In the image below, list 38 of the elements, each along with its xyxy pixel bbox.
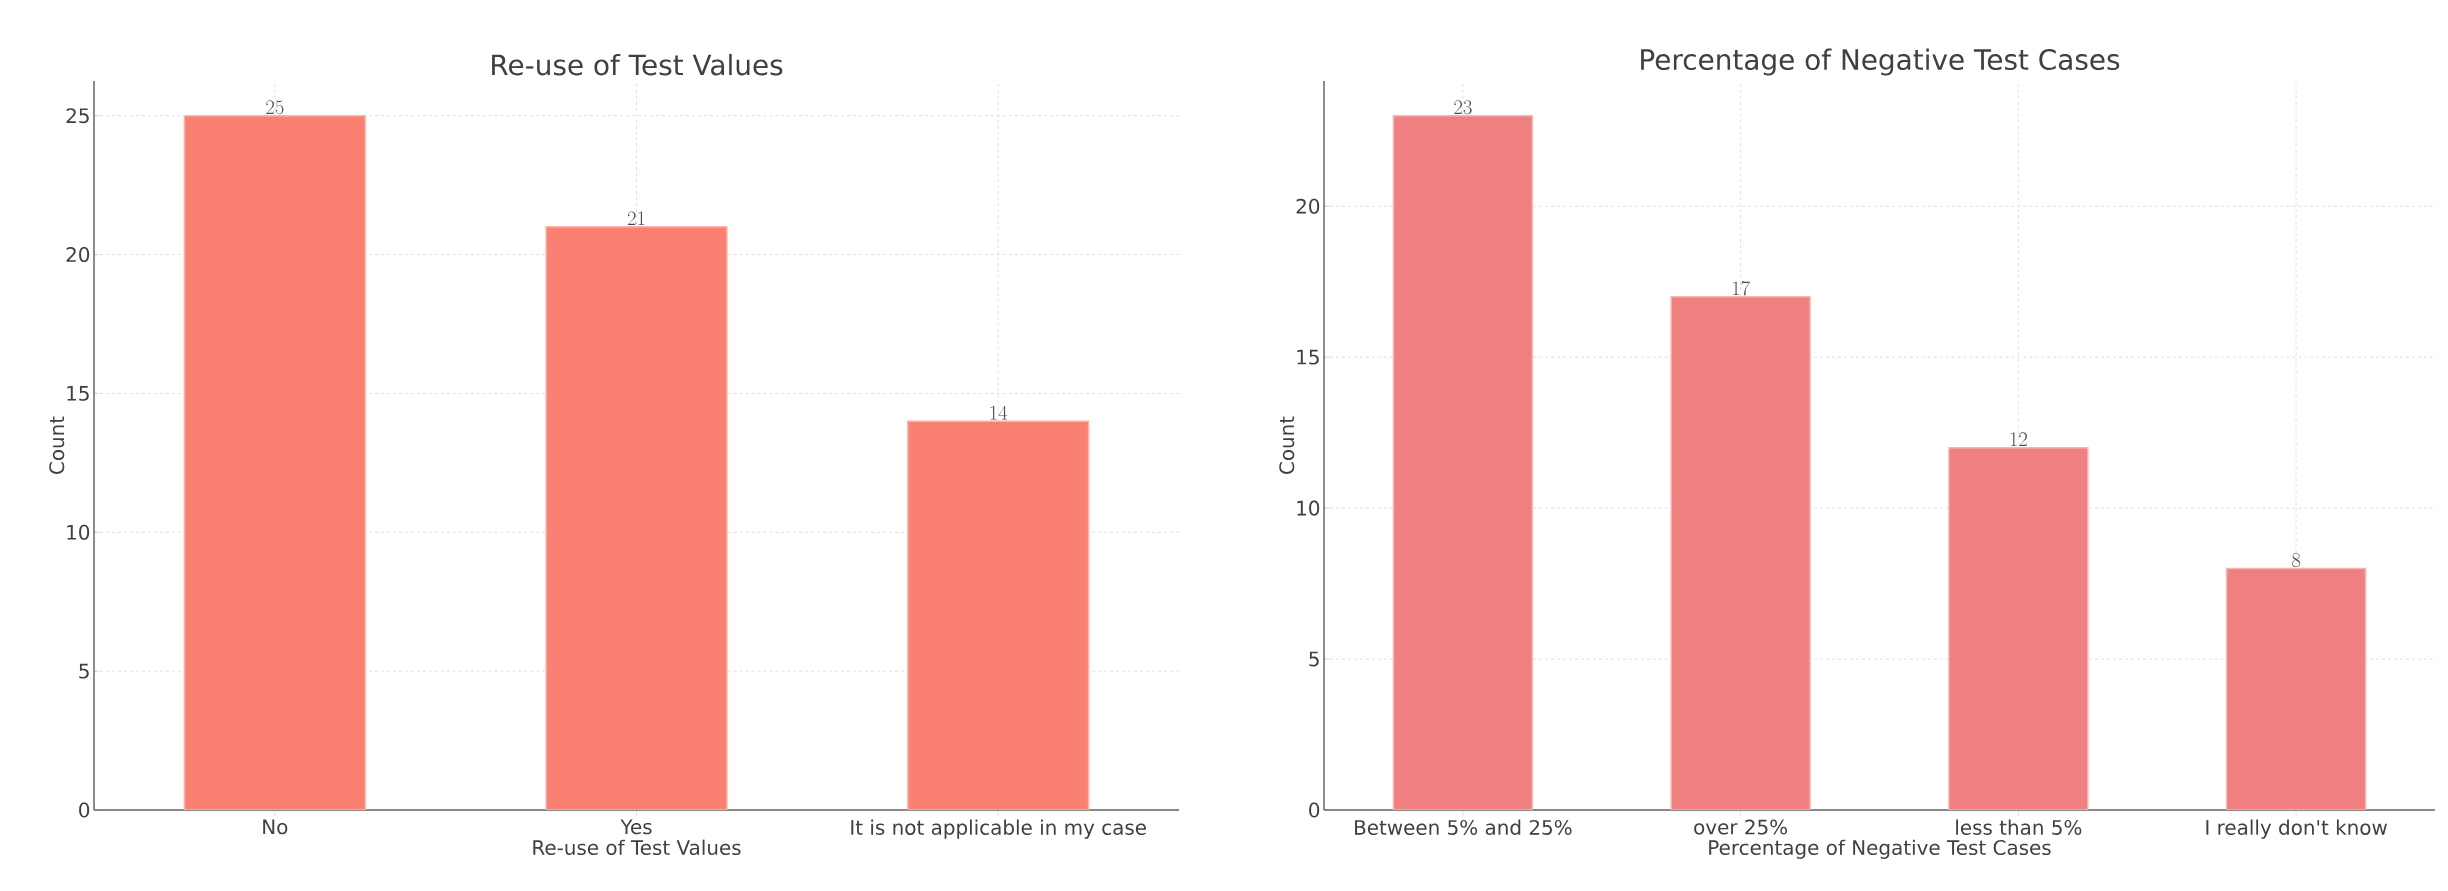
x-tick-label: It is not applicable in my case [851,819,1146,839]
y-axis-title: Count [49,416,65,474]
chart-title: Percentage of Negative Test Cases [1641,48,2120,76]
y-tick-label: 20 [1296,198,1320,214]
bar [2225,567,2367,810]
x-tick-label: Yes [620,819,652,835]
y-tick-label: 5 [1309,651,1319,667]
bar [1670,296,1811,810]
data-label: 25 [266,100,284,115]
bar [907,420,1090,810]
bar [1392,114,1534,810]
data-label: 21 [627,211,645,226]
data-label: 17 [1732,281,1750,296]
data-label: 8 [2292,553,2301,568]
y-tick-label: 15 [67,386,89,401]
x-tick-label: less than 5% [1956,819,2082,835]
y-tick-label: 25 [66,108,89,124]
x-tick-label: Between 5% and 25% [1355,819,1572,835]
x-axis-title: Percentage of Negative Test Cases [1709,839,2051,859]
x-tick-label: No [263,819,288,835]
data-label: 14 [990,405,1008,420]
y-axis-title: Count [1279,416,1295,474]
data-label: 23 [1454,100,1472,115]
bar [1948,447,2089,810]
chart-title: Re-use of Test Values [492,53,783,76]
data-label: 12 [2010,432,2027,447]
y-tick-label: 20 [66,247,90,263]
x-axis-title: Re-use of Test Values [533,839,741,856]
y-tick-label: 10 [67,524,90,540]
y-tick-label: 5 [79,663,89,679]
y-tick-label: 10 [1297,500,1320,516]
y-tick-label: 0 [1309,802,1320,818]
x-tick-label: over 25% [1694,819,1788,835]
y-tick-label: 15 [1297,349,1319,365]
bar [183,114,366,810]
bar [545,226,728,810]
y-tick-label: 0 [79,802,90,818]
x-tick-label: I really don't know [2206,819,2387,839]
